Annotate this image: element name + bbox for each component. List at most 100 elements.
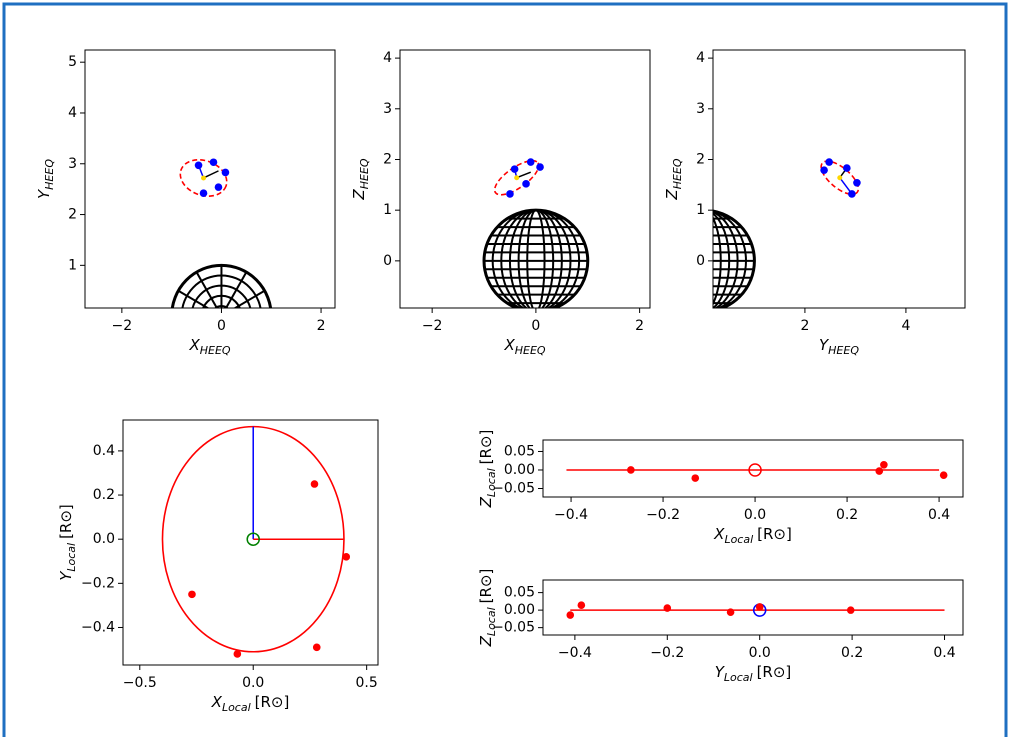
x-tick-label: −0.2 xyxy=(650,645,684,661)
plot-area xyxy=(566,601,945,619)
origin-marker xyxy=(246,532,260,546)
y-tick-label: 0.05 xyxy=(504,443,535,459)
label-subscript: Local xyxy=(222,701,251,714)
x-tick-label: 0.4 xyxy=(933,645,955,661)
label-subscript: Local xyxy=(485,607,498,636)
point xyxy=(853,179,861,187)
x-tick-label: 0.5 xyxy=(356,675,378,691)
label-subscript: Local xyxy=(724,671,753,684)
label-subscript: Local xyxy=(65,543,78,572)
center-point xyxy=(201,175,207,181)
sun-spoke xyxy=(177,289,210,308)
y-tick-label: 0.4 xyxy=(93,443,115,459)
sun-spoke xyxy=(195,271,219,308)
center-point xyxy=(837,175,843,181)
x-tick-label: 0.0 xyxy=(242,675,264,691)
label-subscript: HEEQ xyxy=(515,344,546,357)
label-symbol: X xyxy=(211,693,223,711)
y-tick-label: 3 xyxy=(696,101,705,117)
point xyxy=(848,190,856,198)
point xyxy=(536,163,544,171)
axis-label: ZHEEQ xyxy=(350,158,371,200)
y-tick-label: 4 xyxy=(383,50,392,66)
plot-area xyxy=(170,158,273,341)
axis-label: XHEEQ xyxy=(503,336,545,357)
point xyxy=(663,604,672,612)
origin-marker xyxy=(748,463,762,477)
x-tick-label: −2 xyxy=(422,318,443,334)
axis-line xyxy=(516,171,531,179)
axis-label: XHEEQ xyxy=(188,336,230,357)
sun-spoke xyxy=(178,316,221,341)
point xyxy=(755,603,764,611)
x-tick-label: 2 xyxy=(800,318,809,334)
y-tick-label: 2 xyxy=(383,151,392,167)
axis-label: YHEEQ xyxy=(819,336,859,357)
x-tick-label: −2 xyxy=(112,318,133,334)
point xyxy=(312,643,321,652)
point xyxy=(233,650,242,658)
sun-spoke xyxy=(224,271,248,308)
label-symbol: X xyxy=(713,525,725,543)
label-symbol: Y xyxy=(35,188,53,199)
axes-frame xyxy=(122,419,379,666)
label-subscript: HEEQ xyxy=(200,344,231,357)
axes-frame xyxy=(712,49,966,309)
axis-label: XLocal [R⊙] xyxy=(713,525,792,546)
fit-ellipse xyxy=(179,159,228,197)
point xyxy=(880,460,888,469)
label-unit: [R⊙] xyxy=(57,504,75,539)
y-tick-label: 4 xyxy=(68,105,77,121)
label-unit: [R⊙] xyxy=(757,663,792,681)
point xyxy=(310,480,319,488)
label-unit: [R⊙] xyxy=(757,525,792,543)
y-tick-label: 2 xyxy=(68,207,77,223)
point xyxy=(522,180,530,188)
label-symbol: Y xyxy=(715,663,726,681)
y-tick-label: −0.4 xyxy=(81,619,115,635)
label-symbol: X xyxy=(188,336,200,354)
sun xyxy=(713,209,756,308)
x-tick-label: 2 xyxy=(635,318,644,334)
point xyxy=(506,190,514,198)
sun-meridian xyxy=(713,212,731,308)
point xyxy=(846,606,855,614)
label-symbol: Y xyxy=(819,336,830,354)
point xyxy=(221,168,230,177)
sun-outline xyxy=(170,263,273,308)
label-symbol: Z xyxy=(663,189,681,201)
axis-line xyxy=(203,170,219,179)
point xyxy=(843,164,851,172)
x-tick-label: 0.0 xyxy=(744,507,766,523)
label-unit: [R⊙] xyxy=(477,569,495,604)
y-tick-label: 3 xyxy=(68,156,77,172)
x-tick-label: 0.2 xyxy=(836,507,858,523)
label-subscript: HEEQ xyxy=(358,158,371,189)
label-unit: [R⊙] xyxy=(255,693,290,711)
x-tick-label: 0 xyxy=(217,318,226,334)
label-subscript: HEEQ xyxy=(828,344,859,357)
y-tick-label: 0.00 xyxy=(504,462,535,478)
label-symbol: Z xyxy=(477,635,495,647)
y-tick-label: −0.05 xyxy=(492,480,535,496)
sun xyxy=(482,208,590,308)
sun-spoke xyxy=(221,316,264,341)
x-tick-label: 4 xyxy=(901,318,910,334)
point xyxy=(188,590,196,599)
sun-meridian xyxy=(713,210,747,308)
x-tick-label: −0.4 xyxy=(554,507,588,523)
y-tick-label: 0.2 xyxy=(93,487,115,503)
axis-label: ZLocal [R⊙] xyxy=(477,430,498,509)
point xyxy=(342,553,351,561)
sun-meridian xyxy=(713,216,722,306)
x-tick-label: 0 xyxy=(531,318,540,334)
y-tick-label: 0.0 xyxy=(93,531,115,547)
